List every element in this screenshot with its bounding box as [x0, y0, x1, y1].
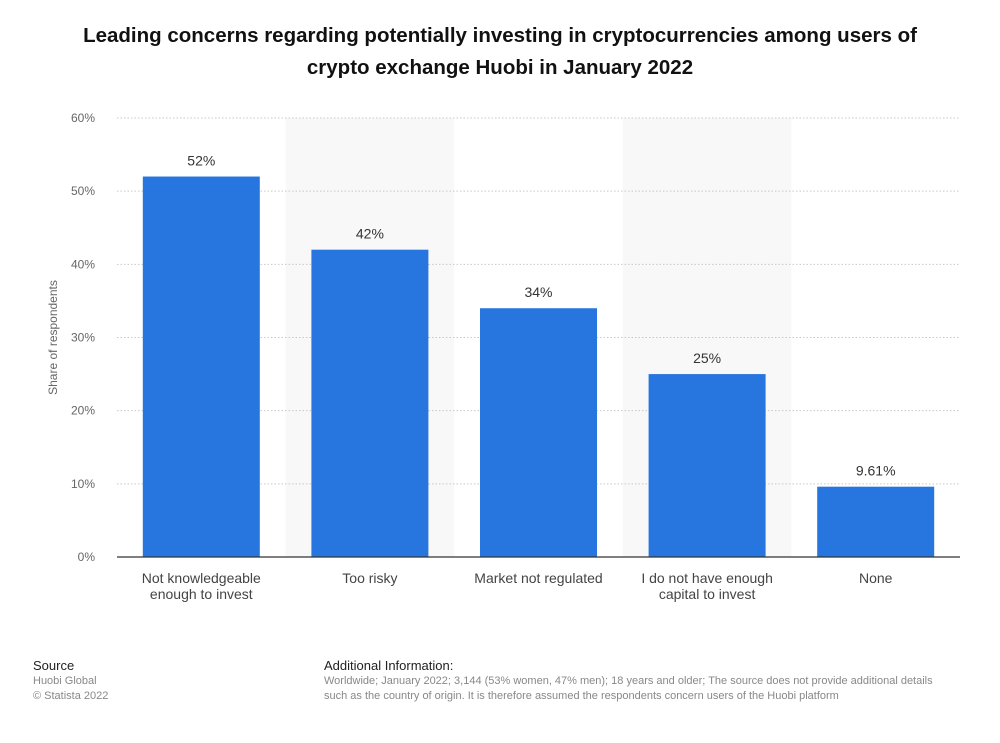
data-label: 52% — [187, 153, 215, 169]
y-tick-label: 50% — [71, 184, 95, 198]
y-tick-label: 0% — [78, 550, 96, 564]
y-axis-title: Share of respondents — [46, 280, 60, 395]
data-label: 34% — [524, 284, 552, 300]
bar[interactable] — [311, 249, 429, 557]
bar[interactable] — [817, 486, 935, 557]
source-line-2: © Statista 2022 — [33, 690, 109, 702]
y-tick-label: 60% — [71, 111, 95, 125]
y-axis-ticks: 0% 10% 20% 30% 40% 50% 60% — [71, 111, 95, 564]
additional-info-block: Additional Information: Worldwide; Janua… — [324, 657, 1000, 704]
chart-title-line-2: crypto exchange Huobi in January 2022 — [306, 56, 694, 79]
x-tick-label: Not knowledgeable enough to invest — [142, 570, 261, 602]
y-tick-label: 40% — [71, 257, 95, 271]
y-tick-label: 30% — [71, 331, 95, 345]
bar-chart: 0% 10% 20% 30% 40% 50% 60% 52% 42% 34% 25% 9.61% N… — [46, 111, 960, 602]
bars — [142, 176, 935, 558]
chart-title: Leading concerns regarding potentially i… — [40, 20, 960, 84]
bar[interactable] — [648, 374, 766, 557]
additional-info-heading: Additional Information: — [324, 658, 454, 673]
x-tick-label: I do not have enough capital to invest — [641, 570, 773, 602]
source-heading: Source — [33, 658, 75, 673]
y-tick-label: 10% — [71, 477, 95, 491]
x-tick-label: Too risky — [342, 570, 397, 586]
data-label: 25% — [693, 350, 721, 366]
chart-title-line-1: Leading concerns regarding potentially i… — [83, 24, 917, 47]
bar[interactable] — [142, 176, 260, 558]
additional-info-line-1: Worldwide; January 2022; 3,144 (53% wome… — [324, 675, 933, 687]
bar[interactable] — [480, 308, 597, 557]
data-label: 9.61% — [856, 463, 896, 479]
data-labels: 52% 42% 34% 25% 9.61% — [187, 153, 895, 479]
y-tick-label: 20% — [71, 404, 95, 418]
x-tick-label: None — [859, 570, 893, 586]
x-tick-label: Market not regulated — [474, 570, 602, 586]
source-block: Source Huobi Global © Statista 2022 — [33, 657, 108, 704]
source-line-1: Huobi Global — [33, 675, 97, 687]
x-axis-labels: Not knowledgeable enough to invest Too ris… — [142, 570, 893, 602]
data-label: 42% — [356, 226, 384, 242]
additional-info-line-2: such as the country of origin. It is the… — [324, 690, 839, 702]
